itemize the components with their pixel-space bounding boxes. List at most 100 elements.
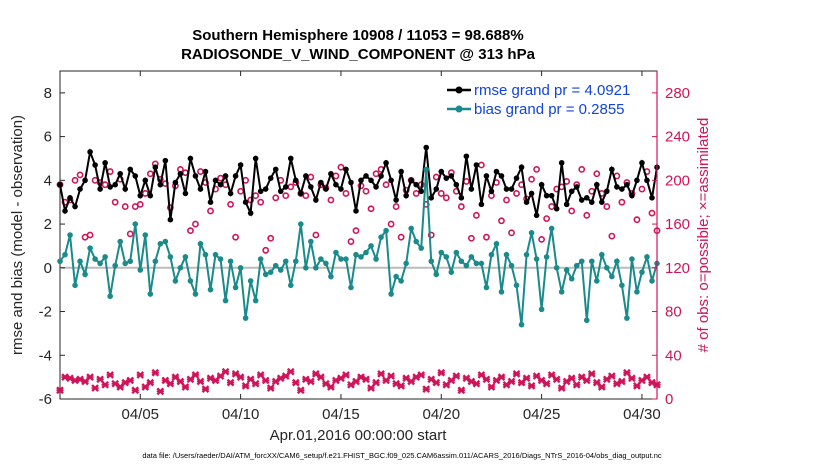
obs-possible-point xyxy=(71,176,79,184)
obs-possible-point xyxy=(513,190,520,197)
obs-assimilated-point xyxy=(106,371,115,379)
bias-point xyxy=(418,245,425,251)
bias-point xyxy=(453,249,460,256)
obs-possible-point xyxy=(217,174,224,182)
bias-point xyxy=(358,254,364,260)
obs-assimilated-point xyxy=(372,378,380,387)
x-axis-label: Apr.01,2016 00:00:00 start xyxy=(270,427,448,444)
obs-assimilated-point xyxy=(291,378,300,387)
bias-point xyxy=(127,258,134,265)
rmse-point xyxy=(192,173,199,179)
rmse-point xyxy=(247,210,254,216)
obs-possible-point xyxy=(257,198,265,206)
x-tick-label: 04/05 xyxy=(121,406,159,423)
obs-assimilated-point xyxy=(221,367,230,376)
bias-point xyxy=(593,278,600,284)
rmse-point xyxy=(413,181,419,188)
rmse-series-line xyxy=(59,147,658,220)
rmse-point xyxy=(583,195,590,201)
rmse-point xyxy=(122,186,129,192)
bias-point xyxy=(583,317,590,324)
bias-point xyxy=(333,249,339,256)
obs-possible-point xyxy=(412,190,420,197)
bias-point xyxy=(408,225,414,232)
bias-point xyxy=(77,258,83,265)
obs-assimilated-point xyxy=(422,385,431,394)
bias-point xyxy=(122,260,129,267)
rmse-point xyxy=(629,192,635,199)
bias-point xyxy=(67,232,73,238)
obs-possible-point xyxy=(141,190,149,197)
obs-assimilated-point xyxy=(497,373,506,381)
bias-point xyxy=(523,251,530,258)
bias-point xyxy=(257,256,264,262)
rmse-point xyxy=(578,197,585,203)
rmse-point xyxy=(548,192,555,199)
obs-possible-point xyxy=(352,227,360,235)
bias-point xyxy=(177,265,184,271)
rmse-point xyxy=(277,188,284,195)
obs-possible-point xyxy=(126,230,134,238)
obs-possible-point xyxy=(508,229,515,237)
rmse-point xyxy=(428,195,435,201)
obs-assimilated-point xyxy=(101,380,109,389)
obs-possible-point xyxy=(543,215,551,222)
chart-title-line1: Southern Hemisphere 10908 / 11053 = 98.6… xyxy=(192,27,523,44)
rmse-point xyxy=(162,157,169,164)
bias-point xyxy=(388,291,394,297)
obs-possible-point xyxy=(267,234,275,242)
rmse-point xyxy=(373,184,379,190)
bias-point xyxy=(343,256,349,262)
bias-point xyxy=(232,284,239,291)
rmse-point xyxy=(257,188,264,195)
y-right-tick-label: 0 xyxy=(665,391,673,408)
obs-assimilated-point xyxy=(176,377,185,386)
obs-possible-point xyxy=(638,185,646,193)
obs-assimilated-point xyxy=(557,384,566,392)
rmse-point xyxy=(323,186,329,192)
bias-point xyxy=(423,166,430,173)
obs-possible-point xyxy=(608,232,616,240)
rmse-point xyxy=(97,186,103,192)
legend: rmse grand pr = 4.0921 bias grand pr = 0… xyxy=(439,77,652,120)
rmse-point xyxy=(87,149,93,155)
rmse-point xyxy=(473,162,480,168)
rmse-point xyxy=(157,181,164,188)
obs-possible-point xyxy=(578,165,586,173)
obs-assimilated-point xyxy=(552,375,561,384)
y-left-tick-label: -2 xyxy=(39,304,52,321)
obs-possible-point xyxy=(472,211,480,219)
rmse-point xyxy=(388,177,394,184)
x-tick-label: 04/10 xyxy=(222,406,260,423)
bias-point xyxy=(528,230,535,236)
bias-point xyxy=(518,321,525,328)
rmse-point xyxy=(418,188,425,195)
obs-assimilated-point xyxy=(567,374,576,383)
obs-assimilated-point xyxy=(91,384,99,392)
rmse-point xyxy=(303,173,309,179)
bias-point xyxy=(338,256,344,262)
obs-possible-point xyxy=(337,163,345,171)
legend-bias-label: bias grand pr = 0.2855 xyxy=(474,101,625,118)
rmse-point xyxy=(478,201,485,208)
rmse-point xyxy=(438,168,445,175)
bias-point xyxy=(72,282,78,289)
rmse-point xyxy=(252,155,259,162)
rmse-point xyxy=(172,179,179,186)
obs-assimilated-point xyxy=(482,375,491,384)
rmse-point xyxy=(443,175,450,181)
bias-point xyxy=(348,284,354,291)
obs-possible-point xyxy=(533,165,540,173)
bias-point xyxy=(468,254,475,260)
bias-point xyxy=(353,251,359,258)
obs-possible-point xyxy=(372,170,380,178)
bias-point xyxy=(328,273,334,280)
rmse-point xyxy=(292,177,299,184)
bias-point xyxy=(413,238,419,245)
rmse-point xyxy=(62,208,68,214)
bias-point xyxy=(578,258,585,265)
bias-point xyxy=(57,258,63,265)
x-tick-label: 04/15 xyxy=(322,406,360,423)
obs-possible-point xyxy=(302,192,310,200)
bias-point xyxy=(383,227,389,234)
